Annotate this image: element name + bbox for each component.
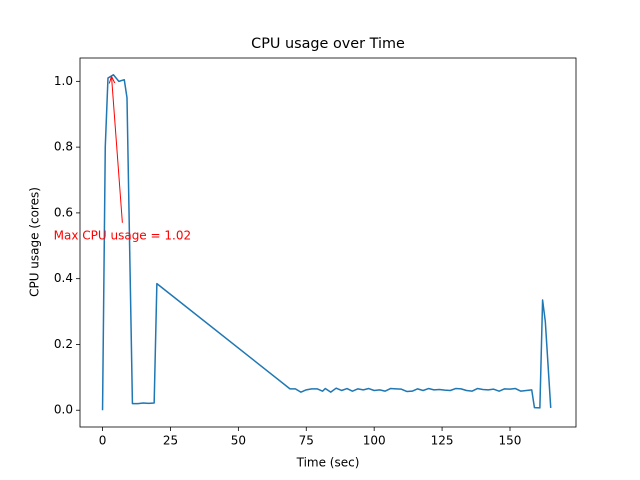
x-tick-label: 125 [431, 434, 454, 448]
y-tick-label: 1.0 [54, 74, 73, 88]
x-tick-label: 75 [299, 434, 314, 448]
x-tick-label: 25 [163, 434, 178, 448]
x-tick-label: 100 [363, 434, 386, 448]
x-axis-label: Time (sec) [296, 456, 360, 470]
x-tick-label: 0 [99, 434, 107, 448]
plot-frame [79, 57, 577, 428]
y-tick-label: 0.0 [54, 403, 73, 417]
y-tick-label: 0.8 [54, 140, 73, 154]
y-axis-label: CPU usage (cores) [28, 187, 42, 297]
annotation-text: Max CPU usage = 1.02 [54, 228, 191, 242]
annotation-arrow [112, 76, 123, 223]
y-tick-label: 0.6 [54, 205, 73, 219]
y-tick-label: 0.4 [54, 271, 73, 285]
data-line [101, 74, 552, 411]
x-tick-label: 150 [499, 434, 522, 448]
y-tick-label: 0.2 [54, 337, 73, 351]
chart-title: CPU usage over Time [251, 36, 405, 52]
x-tick-label: 50 [231, 434, 246, 448]
